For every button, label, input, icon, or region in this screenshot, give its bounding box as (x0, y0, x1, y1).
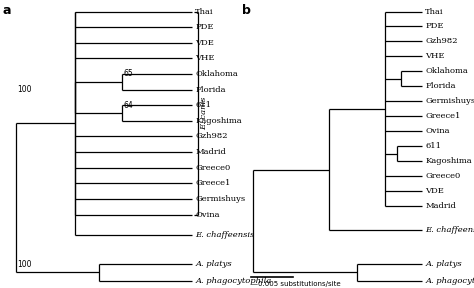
Text: Greece0: Greece0 (425, 172, 460, 180)
Text: —0.005 substitutions/site: —0.005 substitutions/site (251, 281, 341, 287)
Text: VDE: VDE (425, 187, 444, 195)
Text: 100: 100 (18, 260, 32, 269)
Text: Florida: Florida (425, 82, 456, 90)
Text: Kagoshima: Kagoshima (425, 157, 472, 165)
Text: b: b (242, 4, 251, 17)
Text: Germishuys: Germishuys (425, 97, 474, 105)
Text: Madrid: Madrid (425, 202, 456, 210)
Text: VHE: VHE (425, 52, 445, 60)
Text: A. platys: A. platys (195, 259, 232, 268)
Text: Oklahoma: Oklahoma (425, 67, 468, 75)
Text: Florida: Florida (195, 86, 226, 94)
Text: Ovina: Ovina (195, 211, 220, 219)
Text: 611: 611 (195, 101, 211, 109)
Text: PDE: PDE (425, 22, 444, 31)
Text: Madrid: Madrid (195, 148, 226, 156)
Text: Thai: Thai (195, 7, 214, 16)
Text: Ovina: Ovina (425, 127, 450, 135)
Text: A. phagocytophila: A. phagocytophila (425, 277, 474, 285)
Text: Thai: Thai (425, 7, 444, 16)
Text: 65: 65 (123, 69, 133, 78)
Text: A. platys: A. platys (425, 259, 462, 268)
Text: VDE: VDE (195, 39, 214, 47)
Text: E. canis: E. canis (200, 96, 208, 130)
Text: 100: 100 (18, 85, 32, 94)
Text: Oklahoma: Oklahoma (195, 70, 238, 78)
Text: Gzh982: Gzh982 (425, 37, 458, 46)
Text: E. chaffeensis: E. chaffeensis (425, 226, 474, 234)
Text: Germishuys: Germishuys (195, 195, 246, 203)
Text: 64: 64 (123, 101, 133, 110)
Text: VHE: VHE (195, 54, 215, 62)
Text: Kagoshima: Kagoshima (195, 117, 242, 125)
Text: Greece0: Greece0 (195, 164, 230, 172)
Text: Gzh982: Gzh982 (195, 132, 228, 141)
Text: a: a (2, 4, 11, 17)
Text: E. chaffeensis: E. chaffeensis (195, 231, 255, 239)
Text: Greece1: Greece1 (425, 112, 461, 120)
Text: A. phagocytophila: A. phagocytophila (195, 277, 272, 285)
Text: Greece1: Greece1 (195, 179, 230, 187)
Text: PDE: PDE (195, 23, 214, 31)
Text: 611: 611 (425, 142, 441, 150)
